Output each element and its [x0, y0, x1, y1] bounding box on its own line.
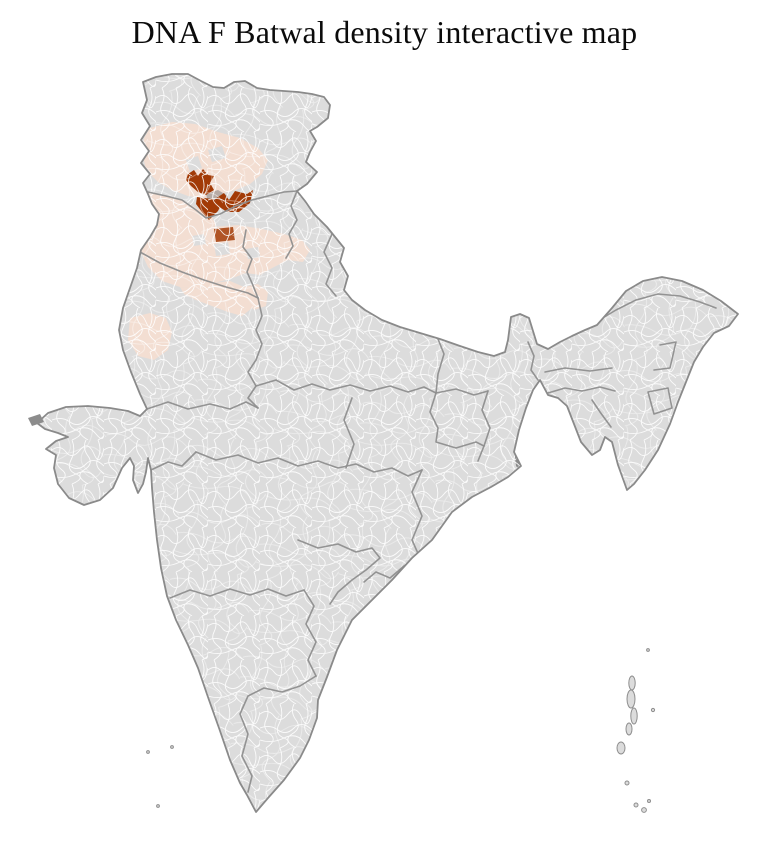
- andaman-nicobar-islands: [616, 648, 656, 813]
- page-title: DNA F Batwal density interactive map: [131, 14, 638, 50]
- kutch-islets: [28, 414, 44, 426]
- district-mesh: [37, 74, 738, 812]
- state-boundaries: [139, 190, 717, 793]
- lakshadweep-islands: [146, 745, 174, 808]
